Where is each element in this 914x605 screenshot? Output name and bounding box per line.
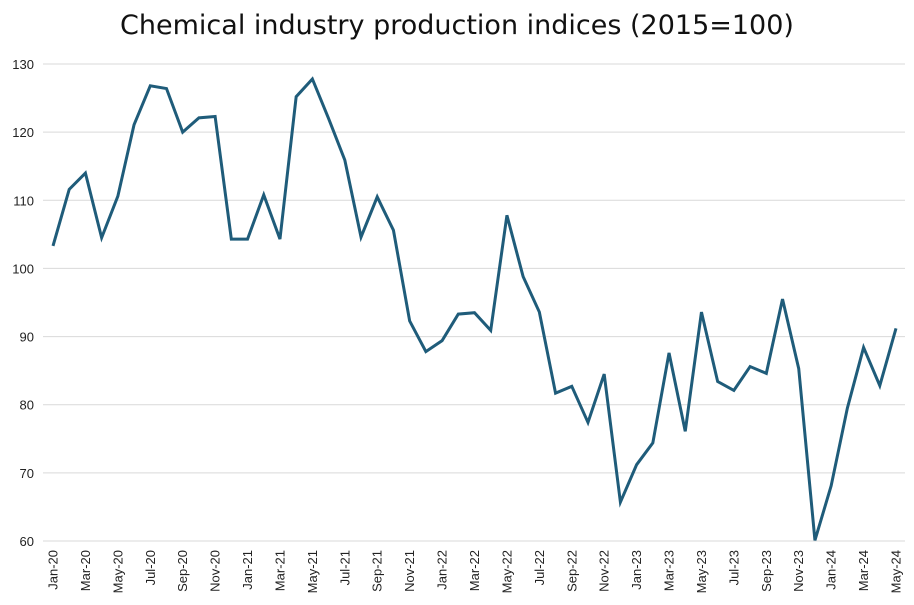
data-point xyxy=(895,327,898,330)
data-point xyxy=(830,484,833,487)
data-point xyxy=(360,236,363,239)
data-point xyxy=(311,77,314,80)
x-tick-label: Jul-22 xyxy=(532,550,547,585)
data-point xyxy=(165,87,168,90)
x-tick-label: Sep-22 xyxy=(564,550,579,592)
data-point xyxy=(408,319,411,322)
data-point xyxy=(813,539,816,542)
y-tick-label: 100 xyxy=(12,261,34,276)
data-point xyxy=(441,339,444,342)
x-tick-label: May-20 xyxy=(110,550,125,593)
data-point xyxy=(603,373,606,376)
y-tick-label: 60 xyxy=(20,534,34,549)
data-point xyxy=(505,214,508,217)
x-tick-label: Mar-20 xyxy=(78,550,93,591)
data-point xyxy=(538,311,541,314)
x-tick-label: Sep-20 xyxy=(175,550,190,592)
data-point xyxy=(149,84,152,87)
data-point xyxy=(619,501,622,504)
data-point xyxy=(376,195,379,198)
data-point xyxy=(68,188,71,191)
y-tick-label: 120 xyxy=(12,125,34,140)
data-point xyxy=(489,329,492,332)
data-point xyxy=(473,311,476,314)
x-tick-label: Nov-21 xyxy=(402,550,417,592)
data-point xyxy=(586,421,589,424)
data-point xyxy=(133,123,136,126)
data-point xyxy=(700,311,703,314)
x-tick-label: Mar-23 xyxy=(662,550,677,591)
y-tick-label: 110 xyxy=(13,193,34,208)
data-point xyxy=(846,407,849,410)
y-tick-label: 90 xyxy=(20,330,34,345)
x-tick-label: Jan-20 xyxy=(46,550,61,590)
x-tick-label: Mar-21 xyxy=(272,550,287,591)
data-point xyxy=(457,313,460,316)
x-tick-label: Jul-23 xyxy=(726,550,741,585)
data-point xyxy=(100,236,103,239)
data-point xyxy=(343,159,346,162)
data-point xyxy=(684,430,687,433)
data-point xyxy=(862,346,865,349)
data-point xyxy=(749,365,752,368)
data-point xyxy=(246,238,249,241)
data-point xyxy=(765,372,768,375)
x-tick-label: Mar-22 xyxy=(467,550,482,591)
x-tick-label: May-23 xyxy=(694,550,709,593)
data-point xyxy=(181,131,184,134)
data-point xyxy=(392,229,395,232)
data-point xyxy=(797,367,800,370)
data-point xyxy=(295,95,298,98)
x-tick-label: Nov-23 xyxy=(791,550,806,592)
data-point xyxy=(554,392,557,395)
data-point xyxy=(52,244,55,247)
data-point xyxy=(197,116,200,119)
x-tick-label: May-24 xyxy=(889,550,904,593)
x-tick-label: Nov-22 xyxy=(597,550,612,592)
x-tick-label: Nov-20 xyxy=(208,550,223,592)
x-tick-label: May-22 xyxy=(499,550,514,593)
data-point xyxy=(781,298,784,301)
data-point xyxy=(732,389,735,392)
data-point xyxy=(327,117,330,120)
data-point xyxy=(522,275,525,278)
x-tick-label: Sep-23 xyxy=(759,550,774,592)
y-tick-label: 130 xyxy=(12,57,34,72)
data-point xyxy=(668,351,671,354)
x-tick-label: Mar-24 xyxy=(856,550,871,591)
data-point xyxy=(716,380,719,383)
data-point xyxy=(278,238,281,241)
data-point xyxy=(651,441,654,444)
series-line xyxy=(51,76,898,541)
x-tick-label: Jan-23 xyxy=(629,550,644,590)
data-point xyxy=(424,350,427,353)
data-point xyxy=(262,193,265,196)
data-point xyxy=(878,384,881,387)
x-tick-label: Jul-20 xyxy=(143,550,158,585)
x-tick-label: Jan-22 xyxy=(435,550,450,590)
y-tick-label: 80 xyxy=(20,398,34,413)
data-point xyxy=(570,385,573,388)
data-point xyxy=(635,463,638,466)
x-tick-label: Jan-24 xyxy=(824,550,839,590)
data-point xyxy=(230,238,233,241)
x-tick-label: Sep-21 xyxy=(370,550,385,592)
x-tick-label: Jul-21 xyxy=(337,550,352,585)
y-tick-label: 70 xyxy=(20,466,34,481)
data-point xyxy=(116,195,119,198)
chart-title: Chemical industry production indices (20… xyxy=(120,10,794,41)
data-point xyxy=(214,115,217,118)
x-tick-label: May-21 xyxy=(305,550,320,593)
data-point xyxy=(84,172,87,175)
x-tick-label: Jan-21 xyxy=(240,550,255,590)
